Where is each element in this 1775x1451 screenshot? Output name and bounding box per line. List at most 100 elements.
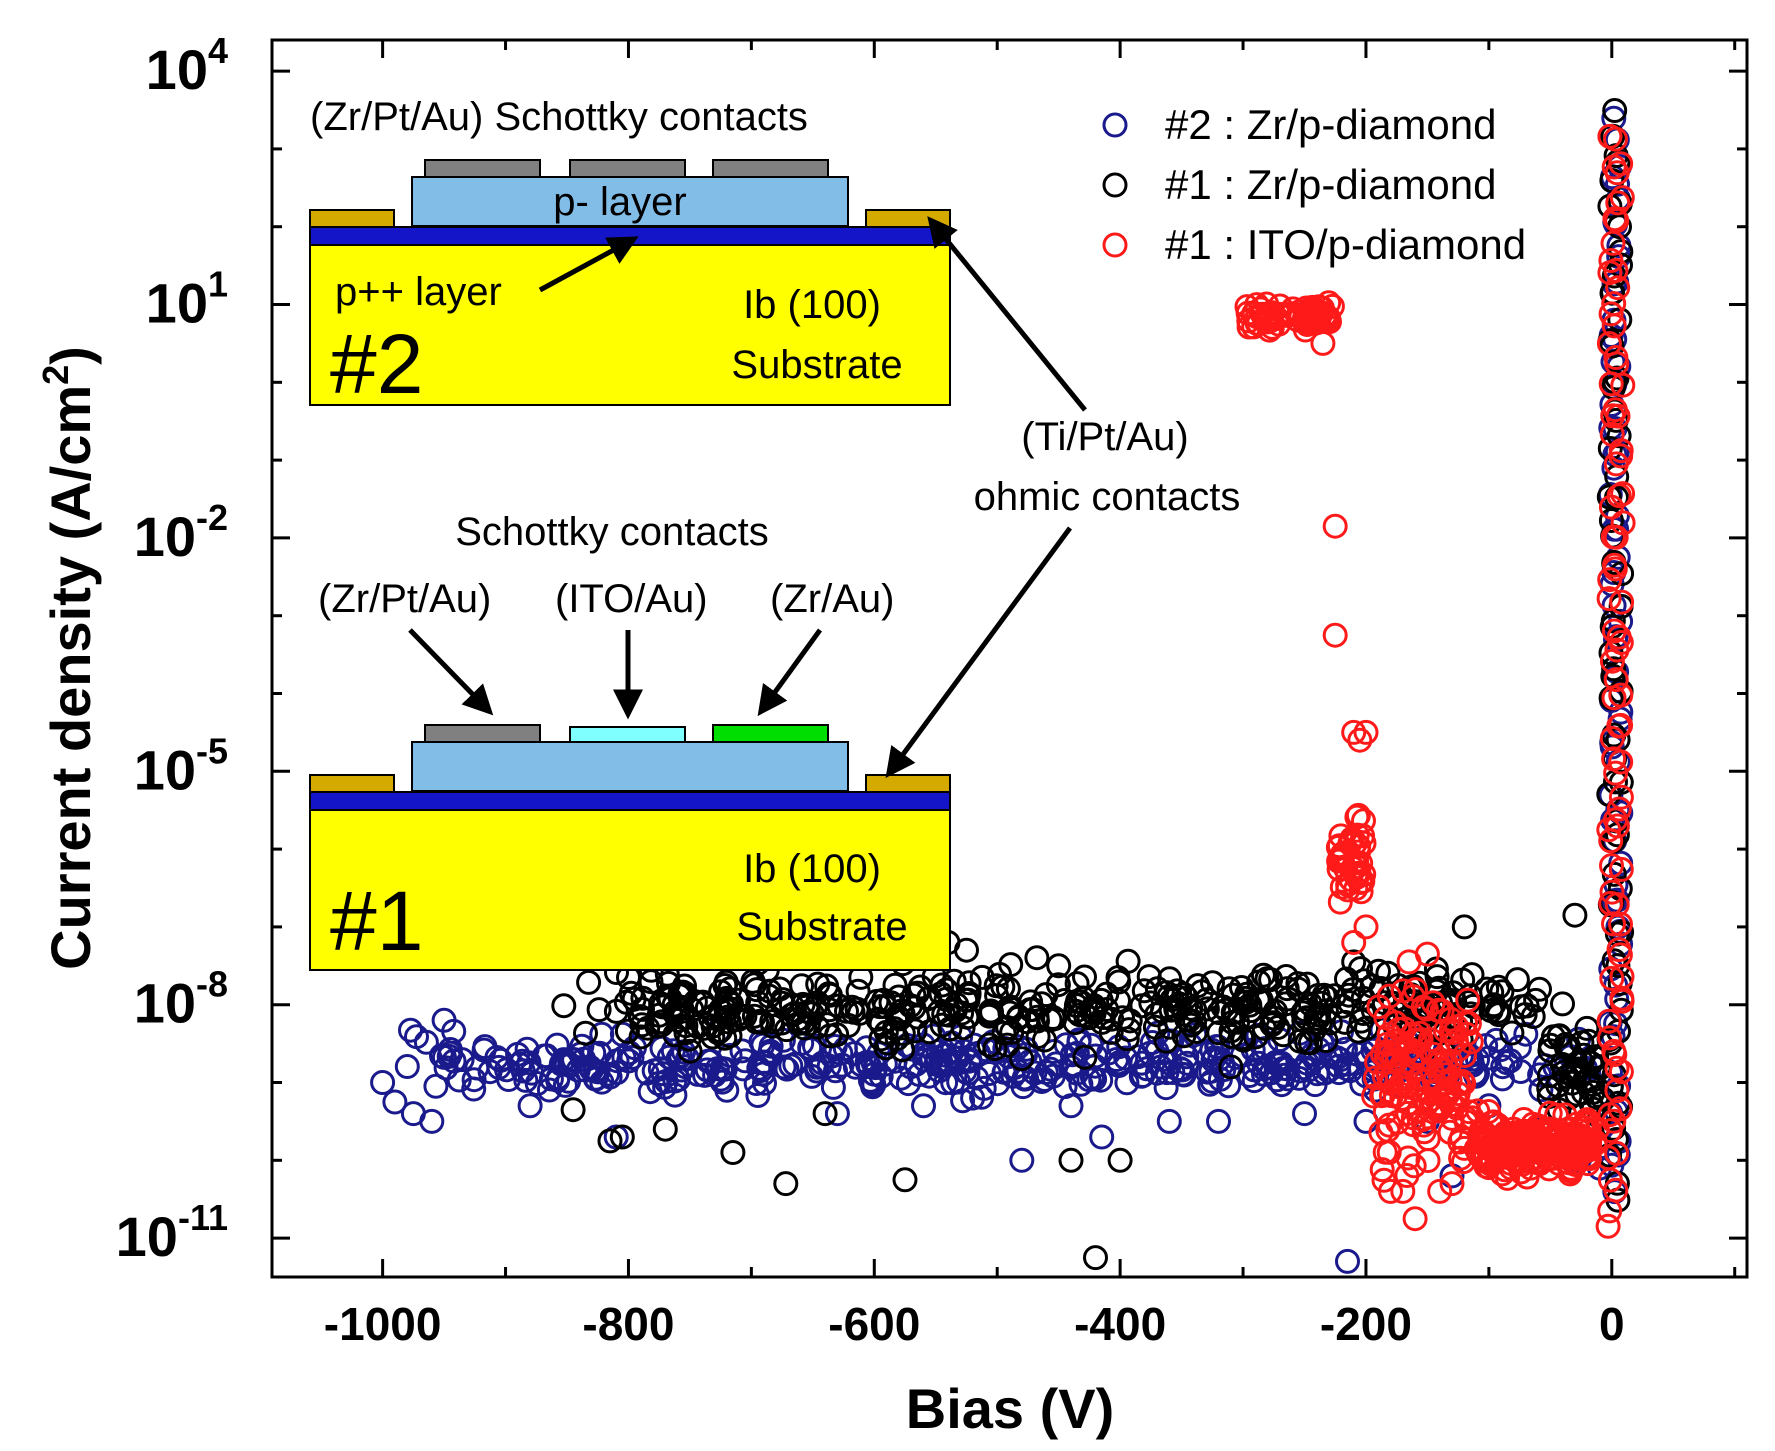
inset-device-2: (Zr/Pt/Au) Schottky contacts p- layer p+… xyxy=(309,95,951,411)
data-point xyxy=(1322,513,1348,539)
data-point xyxy=(597,1128,623,1154)
data-point xyxy=(1025,1008,1050,1034)
data-point xyxy=(1609,589,1635,615)
data-point xyxy=(1394,1163,1420,1188)
y-tick-labels: 104 101 10-2 10-5 10-8 10-11 xyxy=(116,30,228,1268)
data-point xyxy=(609,1124,635,1150)
data-point xyxy=(955,1060,981,1086)
inset2-contacts-title: (Zr/Pt/Au) Schottky contacts xyxy=(310,95,808,139)
inset2-ppp-arrow xyxy=(538,236,639,293)
data-point xyxy=(1353,719,1379,745)
legend-marker-series-2 xyxy=(1102,172,1128,198)
data-point xyxy=(1601,291,1627,317)
data-point xyxy=(1413,996,1439,1022)
data-point xyxy=(774,1056,800,1082)
data-point xyxy=(1218,1054,1244,1080)
y-tick-label-3: 10-5 xyxy=(134,730,228,801)
data-point xyxy=(573,1020,598,1046)
data-point xyxy=(1437,1119,1463,1145)
data-point xyxy=(1370,1082,1396,1108)
data-point xyxy=(1439,1171,1465,1197)
data-point xyxy=(1390,1178,1416,1204)
data-point xyxy=(619,1045,645,1070)
data-point xyxy=(1389,1054,1415,1080)
data-point xyxy=(983,973,1009,999)
data-point xyxy=(1195,1059,1220,1085)
data-point xyxy=(1494,1050,1520,1076)
data-point xyxy=(513,1067,539,1093)
x-tick-labels: -1000 -800 -600 -400 -200 0 xyxy=(324,1298,1625,1350)
data-point xyxy=(586,997,612,1023)
data-point xyxy=(1234,981,1260,1007)
data-point xyxy=(1562,902,1588,928)
data-point xyxy=(1376,983,1402,1009)
data-point xyxy=(569,1033,595,1059)
data-point xyxy=(1156,984,1182,1010)
data-point xyxy=(517,1093,543,1119)
data-point xyxy=(1024,945,1050,971)
data-point xyxy=(1150,1047,1176,1073)
data-point xyxy=(398,1017,423,1043)
inset2-substrate-label-1: Ib (100) xyxy=(743,283,881,327)
data-point xyxy=(706,1019,732,1045)
data-point xyxy=(461,1067,487,1093)
data-point xyxy=(890,1037,916,1063)
data-point xyxy=(1596,586,1622,612)
data-point xyxy=(1388,1071,1414,1097)
inset1-ohmic-left xyxy=(309,774,395,793)
legend-label-series-3: #1 : ITO/p-diamond xyxy=(1165,221,1526,268)
data-point xyxy=(1182,1009,1208,1035)
data-point xyxy=(1218,1023,1244,1049)
data-point xyxy=(712,973,738,998)
data-point xyxy=(1225,1009,1251,1035)
data-point xyxy=(1606,713,1632,739)
data-point xyxy=(882,972,908,998)
data-point xyxy=(573,1057,599,1083)
data-point xyxy=(1094,997,1120,1022)
data-point xyxy=(1261,1005,1287,1031)
series-3 xyxy=(1234,123,1636,1239)
data-point xyxy=(868,1026,894,1052)
data-point xyxy=(1009,1147,1035,1173)
data-point xyxy=(839,994,865,1020)
data-point xyxy=(725,1006,751,1032)
data-point xyxy=(1604,208,1630,233)
data-points xyxy=(370,98,1636,1274)
data-point xyxy=(1344,804,1370,830)
data-point xyxy=(1460,993,1486,1019)
inset2-ohmic-left xyxy=(309,209,395,228)
data-point xyxy=(1489,1161,1515,1187)
data-point xyxy=(1025,1024,1051,1049)
data-point xyxy=(828,1040,854,1066)
inset2-sample-label: #2 xyxy=(330,317,423,411)
data-point xyxy=(1499,1020,1525,1046)
data-point xyxy=(1372,1139,1398,1165)
data-point xyxy=(712,1025,738,1051)
data-point xyxy=(1302,1072,1328,1098)
inset1-contact2-label: (ITO/Au) xyxy=(555,577,708,621)
data-point xyxy=(1603,760,1629,786)
data-point xyxy=(1113,1045,1139,1071)
data-point xyxy=(817,1023,843,1049)
data-point xyxy=(1602,206,1628,232)
inset1-ohmic-right xyxy=(865,774,951,793)
data-point xyxy=(926,999,952,1025)
data-point xyxy=(750,1061,776,1087)
data-point xyxy=(1156,1108,1182,1134)
data-point xyxy=(1128,1063,1154,1089)
data-point xyxy=(1322,622,1348,648)
data-point xyxy=(1250,962,1276,988)
data-point xyxy=(1427,1178,1453,1204)
data-point xyxy=(627,1004,653,1030)
data-point xyxy=(1046,953,1072,979)
inset1-arrow-1 xyxy=(408,628,494,716)
data-point xyxy=(1378,1178,1403,1204)
data-point xyxy=(1344,822,1370,848)
inset1-sample-label: #1 xyxy=(330,874,423,968)
data-point xyxy=(544,1032,570,1058)
data-point xyxy=(1601,154,1627,180)
data-point xyxy=(1033,982,1059,1008)
data-point xyxy=(1153,1028,1179,1054)
inset2-substrate-label-2: Substrate xyxy=(731,343,902,387)
data-point xyxy=(1605,275,1631,301)
